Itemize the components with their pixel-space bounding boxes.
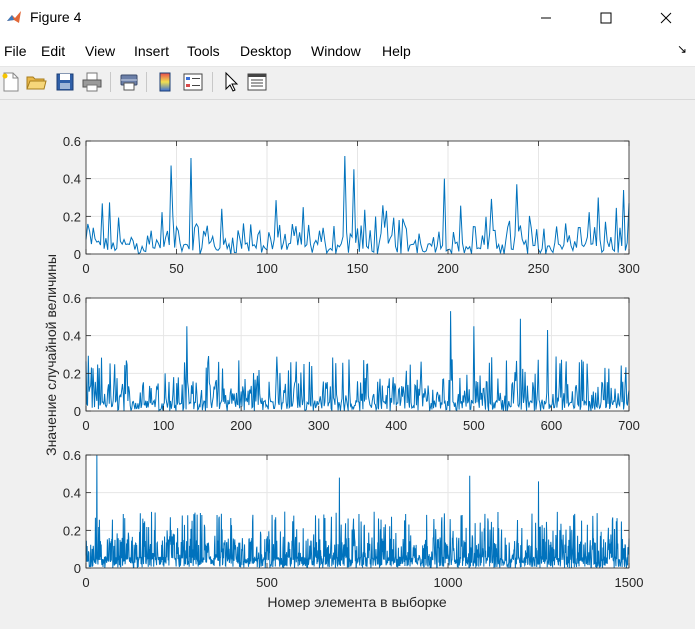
- print-preview-icon[interactable]: [118, 71, 140, 93]
- x-tick-label: 600: [541, 418, 563, 433]
- y-tick-label: 0.4: [63, 329, 81, 344]
- x-tick-label: 100: [153, 418, 175, 433]
- subplot-1: 0 50 100 150 200 250 300 0 0.2 0.4 0.6: [63, 134, 640, 276]
- y-tick-label: 0: [74, 561, 81, 576]
- close-icon: [660, 12, 672, 24]
- x-tick-label: 250: [528, 261, 550, 276]
- x-tick-label: 300: [618, 261, 640, 276]
- data-series-line: [85, 311, 630, 413]
- menu-edit[interactable]: Edit: [41, 43, 66, 59]
- toolbar-separator: [212, 72, 213, 92]
- title-bar: Figure 4: [0, 0, 695, 36]
- x-tick-label: 1000: [434, 575, 463, 590]
- colorbar-icon[interactable]: [154, 71, 176, 93]
- y-tick-label: 0.4: [63, 172, 81, 187]
- toolbar-separator: [110, 72, 111, 92]
- x-tick-label: 0: [82, 575, 89, 590]
- legend-icon[interactable]: [182, 71, 204, 93]
- x-tick-label: 300: [308, 418, 330, 433]
- figure-canvas: 0 50 100 150 200 250 300 0 0.2 0.4 0.6 0 100 200 300 40…: [0, 100, 695, 624]
- maximize-button[interactable]: [583, 0, 629, 36]
- dock-arrow-icon[interactable]: ↘: [676, 42, 687, 56]
- close-button[interactable]: [643, 0, 689, 36]
- menu-bar: File Edit View Insert Tools Desktop Wind…: [0, 36, 695, 67]
- y-tick-label: 0.2: [63, 366, 81, 381]
- y-tick-label: 0.2: [63, 523, 81, 538]
- y-tick-label: 0.6: [63, 134, 81, 149]
- menu-desktop[interactable]: Desktop: [240, 43, 292, 59]
- subplot-3: 0 500 1000 1500 0 0.2 0.4 0.6: [63, 448, 644, 590]
- menu-tools[interactable]: Tools: [187, 43, 220, 59]
- menu-help[interactable]: Help: [382, 43, 411, 59]
- y-tick-label: 0: [74, 404, 81, 419]
- x-tick-label: 500: [256, 575, 278, 590]
- save-icon[interactable]: [54, 71, 76, 93]
- axes-frame: [85, 297, 630, 412]
- menu-window[interactable]: Window: [311, 43, 361, 59]
- select-arrow-icon[interactable]: [220, 71, 242, 93]
- x-tick-label: 400: [385, 418, 407, 433]
- toolbar-separator: [146, 72, 147, 92]
- maximize-icon: [600, 12, 612, 24]
- x-tick-label: 1500: [615, 575, 644, 590]
- window-title: Figure 4: [30, 9, 82, 25]
- x-tick-label: 0: [82, 261, 89, 276]
- x-tick-label: 200: [437, 261, 459, 276]
- y-tick-label: 0: [74, 247, 81, 262]
- x-tick-label: 50: [169, 261, 183, 276]
- y-tick-label: 0.4: [63, 486, 81, 501]
- data-series-line: [85, 455, 630, 569]
- y-tick-label: 0.6: [63, 448, 81, 463]
- x-tick-label: 100: [256, 261, 278, 276]
- menu-file[interactable]: File: [4, 43, 27, 59]
- x-tick-label: 0: [82, 418, 89, 433]
- x-tick-label: 200: [230, 418, 252, 433]
- property-inspector-icon[interactable]: [246, 71, 268, 93]
- y-tick-label: 0.6: [63, 291, 81, 306]
- toolbar: [0, 67, 695, 100]
- x-axis-label: Номер элемента в выборке: [267, 594, 447, 610]
- x-tick-label: 700: [618, 418, 640, 433]
- menu-insert[interactable]: Insert: [134, 43, 170, 59]
- minimize-button[interactable]: [523, 0, 569, 36]
- axes-background: [86, 455, 629, 568]
- subplot-2: 0 100 200 300 400 500 600 700 0 0.2 0.4 0.6: [63, 291, 640, 433]
- y-axis-label: Значение случайной величины: [43, 254, 59, 456]
- open-file-icon[interactable]: [25, 71, 47, 93]
- print-icon[interactable]: [81, 71, 103, 93]
- matlab-logo-icon: [7, 11, 21, 23]
- new-figure-icon[interactable]: [0, 71, 22, 93]
- y-tick-label: 0.2: [63, 209, 81, 224]
- menu-view[interactable]: View: [85, 43, 116, 59]
- x-tick-label: 150: [347, 261, 369, 276]
- axes-frame: [85, 454, 630, 569]
- minimize-icon: [541, 17, 551, 19]
- x-tick-label: 500: [463, 418, 485, 433]
